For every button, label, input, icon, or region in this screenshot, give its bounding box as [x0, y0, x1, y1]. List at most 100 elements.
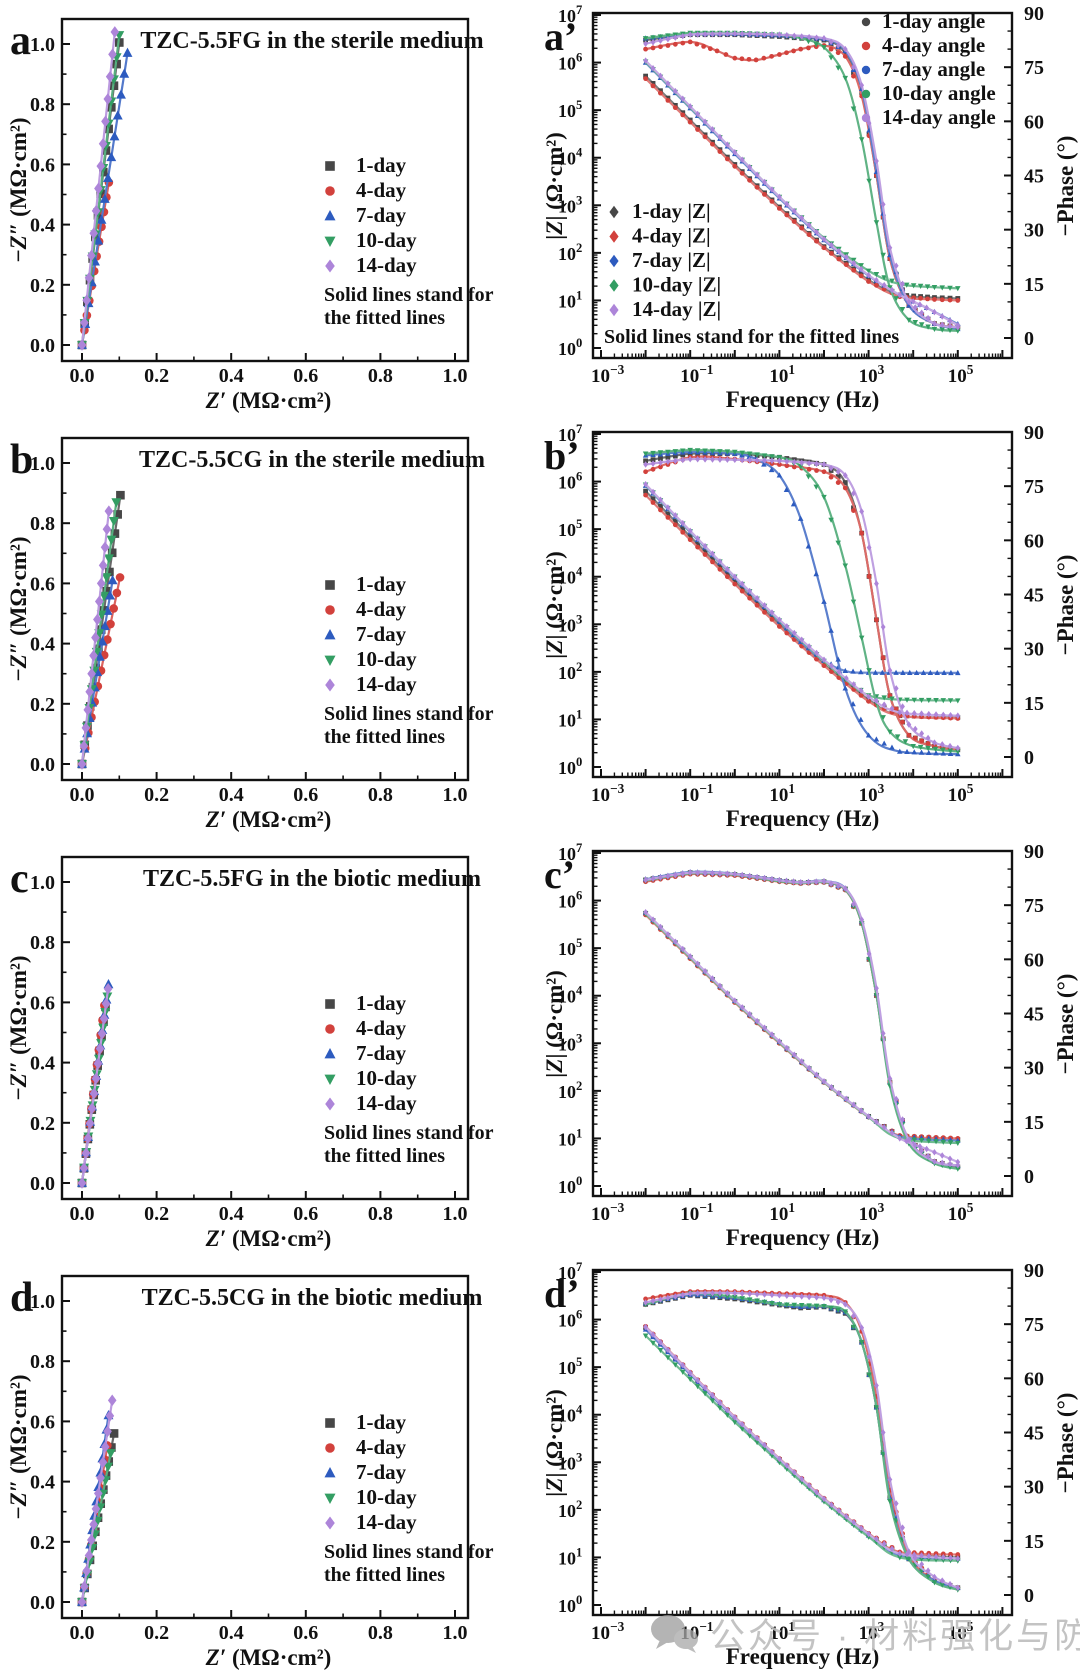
svg-text:10−1: 10−1	[680, 362, 713, 387]
panel-d-chart: 0.0 0.2 0.4 0.6 0.8 1.0 0.0 0.2 0.4 0.6 0.8 1.0 Z′ (…	[6, 1274, 494, 1670]
svg-text:the fitted lines: the fitted lines	[324, 726, 445, 748]
series-10-day	[642, 447, 961, 755]
svg-text:4-day angle: 4-day angle	[882, 33, 985, 57]
series	[642, 447, 961, 757]
svg-text:0.0: 0.0	[30, 1592, 55, 1614]
series-14-day	[643, 455, 961, 752]
panel-a-prime-bode: 10−3 10−1 101 103 105 100 101 102 103 104 105 106 10…	[540, 0, 1080, 420]
svg-text:−Z″ (MΩ·cm²): −Z″ (MΩ·cm²)	[6, 117, 31, 262]
series	[77, 490, 125, 770]
svg-text:1-day: 1-day	[356, 153, 407, 177]
svg-text:1.0: 1.0	[443, 784, 468, 806]
svg-text:0.4: 0.4	[219, 365, 244, 387]
svg-text:0.8: 0.8	[368, 365, 393, 387]
svg-text:105: 105	[558, 517, 582, 540]
svg-text:4-day: 4-day	[356, 597, 407, 621]
svg-text:Z′ (MΩ·cm²): Z′ (MΩ·cm²)	[205, 388, 332, 413]
panel-a-nyquist: 0.0 0.2 0.4 0.6 0.8 1.0 0.0 0.2 0.4 0.6 0.8 1.0 Z′ (…	[0, 0, 540, 420]
svg-text:0: 0	[1024, 747, 1034, 769]
svg-text:|Z| (Ω·cm²): |Z| (Ω·cm²)	[542, 1389, 567, 1497]
series	[642, 1289, 961, 1593]
svg-text:45: 45	[1024, 585, 1044, 607]
series-10-day	[642, 1291, 961, 1593]
svg-text:−Z″ (MΩ·cm²): −Z″ (MΩ·cm²)	[6, 1374, 31, 1519]
svg-text:1.0: 1.0	[443, 1203, 468, 1225]
svg-text:45: 45	[1024, 1004, 1044, 1026]
svg-text:14-day: 14-day	[356, 672, 417, 696]
svg-text:106: 106	[558, 889, 582, 912]
svg-text:10−1: 10−1	[680, 1619, 713, 1644]
svg-text:1.0: 1.0	[30, 34, 55, 56]
svg-text:−Phase (°): −Phase (°)	[1053, 555, 1078, 656]
svg-text:TZC-5.5CG in the sterile mediu: TZC-5.5CG in the sterile medium	[139, 447, 485, 473]
svg-text:107: 107	[558, 422, 582, 445]
svg-text:1-day angle: 1-day angle	[882, 9, 985, 33]
svg-text:7-day: 7-day	[356, 622, 407, 646]
svg-text:1.0: 1.0	[443, 1622, 468, 1644]
svg-text:10−1: 10−1	[680, 1200, 713, 1225]
svg-text:101: 101	[558, 1126, 582, 1149]
svg-text:Frequency (Hz): Frequency (Hz)	[726, 1225, 880, 1250]
svg-text:0.6: 0.6	[293, 1203, 318, 1225]
svg-text:60: 60	[1024, 111, 1044, 133]
svg-text:107: 107	[558, 3, 582, 26]
svg-text:101: 101	[769, 1200, 795, 1225]
svg-text:7-day |Z|: 7-day |Z|	[632, 248, 711, 272]
svg-text:0.0: 0.0	[30, 754, 55, 776]
svg-text:0.4: 0.4	[219, 1622, 244, 1644]
svg-text:75: 75	[1024, 1314, 1044, 1336]
svg-text:−Phase (°): −Phase (°)	[1053, 136, 1078, 237]
svg-text:10-day: 10-day	[356, 1485, 417, 1509]
svg-text:0.8: 0.8	[30, 1351, 55, 1373]
svg-text:10−3: 10−3	[591, 362, 625, 387]
svg-text:Frequency (Hz): Frequency (Hz)	[726, 387, 880, 412]
svg-text:105: 105	[948, 781, 974, 806]
svg-text:10−3: 10−3	[591, 781, 625, 806]
svg-text:0.4: 0.4	[30, 634, 55, 656]
svg-text:0.8: 0.8	[30, 932, 55, 954]
svg-text:60: 60	[1024, 1368, 1044, 1390]
svg-text:104: 104	[558, 1403, 583, 1426]
legend-z: 1-day |Z|4-day |Z|7-day |Z|10-day |Z|14-…	[604, 199, 899, 348]
series-4-day	[643, 871, 961, 1170]
svg-text:103: 103	[859, 1619, 885, 1644]
svg-text:105: 105	[948, 1200, 974, 1225]
svg-text:14-day: 14-day	[356, 253, 417, 277]
svg-text:1-day: 1-day	[356, 572, 407, 596]
svg-text:7-day: 7-day	[356, 1041, 407, 1065]
panel-a'-chart: 10−3 10−1 101 103 105 100 101 102 103 104 105 106 10…	[542, 3, 1078, 412]
series	[642, 30, 961, 334]
svg-text:0.4: 0.4	[30, 1053, 55, 1075]
axes: 0.0 0.2 0.4 0.6 0.8 1.0 0.0 0.2 0.4 0.6 0.8 1.0 Z′ (…	[6, 17, 470, 413]
svg-text:0.4: 0.4	[219, 1203, 244, 1225]
svg-text:TZC-5.5CG in the biotic medium: TZC-5.5CG in the biotic medium	[142, 1285, 483, 1311]
axes: 10−3 10−1 101 103 105 100 101 102 103 104 105 106 10…	[542, 422, 1078, 831]
svg-text:107: 107	[558, 1260, 582, 1283]
svg-text:10−3: 10−3	[591, 1200, 625, 1225]
svg-text:105: 105	[948, 362, 974, 387]
axes: 10−3 10−1 101 103 105 100 101 102 103 104 105 106 10…	[542, 841, 1078, 1250]
series-14-day	[77, 26, 120, 351]
svg-text:106: 106	[558, 51, 582, 74]
svg-text:14-day |Z|: 14-day |Z|	[632, 297, 721, 321]
svg-text:103: 103	[558, 193, 582, 216]
axes: 0.0 0.2 0.4 0.6 0.8 1.0 0.0 0.2 0.4 0.6 0.8 1.0 Z′ (…	[6, 436, 470, 832]
svg-text:0.2: 0.2	[30, 275, 55, 297]
panel-c-chart: 0.0 0.2 0.4 0.6 0.8 1.0 0.0 0.2 0.4 0.6 0.8 1.0 Z′ (…	[6, 855, 494, 1251]
svg-text:10−3: 10−3	[591, 1619, 625, 1644]
series	[77, 1394, 119, 1608]
panel-b-chart: 0.0 0.2 0.4 0.6 0.8 1.0 0.0 0.2 0.4 0.6 0.8 1.0 Z′ (…	[6, 436, 494, 832]
series	[77, 26, 133, 351]
svg-text:100: 100	[558, 755, 582, 778]
svg-text:101: 101	[558, 707, 582, 730]
svg-text:15: 15	[1024, 693, 1044, 715]
svg-text:0.0: 0.0	[70, 784, 95, 806]
svg-text:1-day: 1-day	[356, 991, 407, 1015]
svg-text:0.2: 0.2	[30, 1532, 55, 1554]
